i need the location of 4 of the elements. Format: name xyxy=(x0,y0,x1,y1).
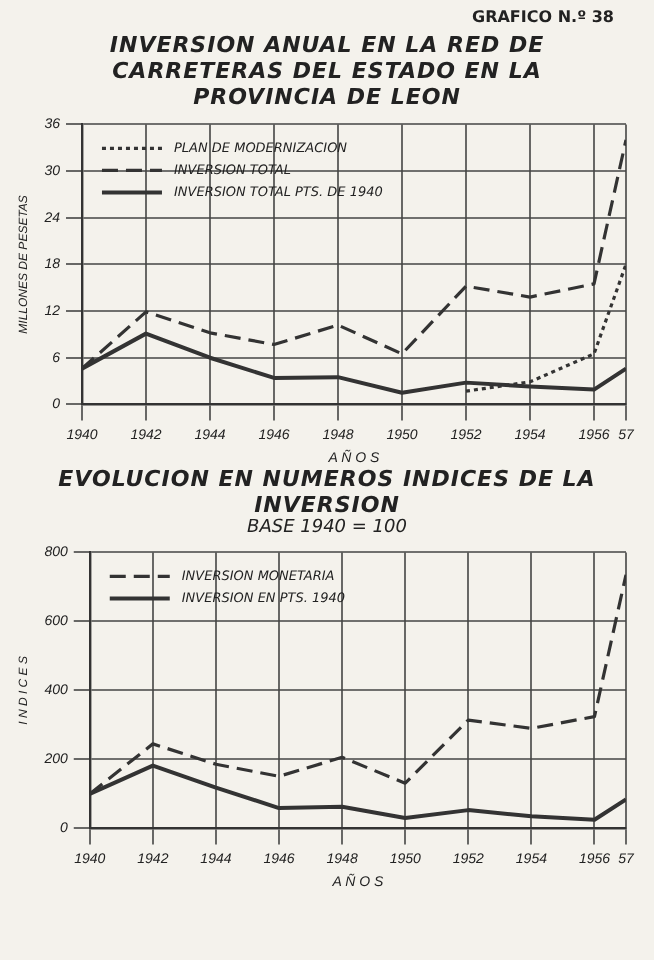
chart-subtitle: BASE 1940 = 100 xyxy=(245,518,409,538)
chart-title: INVERSION ANUAL EN LA RED DE CARRETERAS DEL ESTADO EN LA PROVINCIA DE LEON xyxy=(107,32,547,110)
chart-title: EVOLUCION EN NUMEROS INDICES DE LA INVERSION xyxy=(56,466,598,518)
text: GRAFICO N.º 38 xyxy=(470,6,616,30)
